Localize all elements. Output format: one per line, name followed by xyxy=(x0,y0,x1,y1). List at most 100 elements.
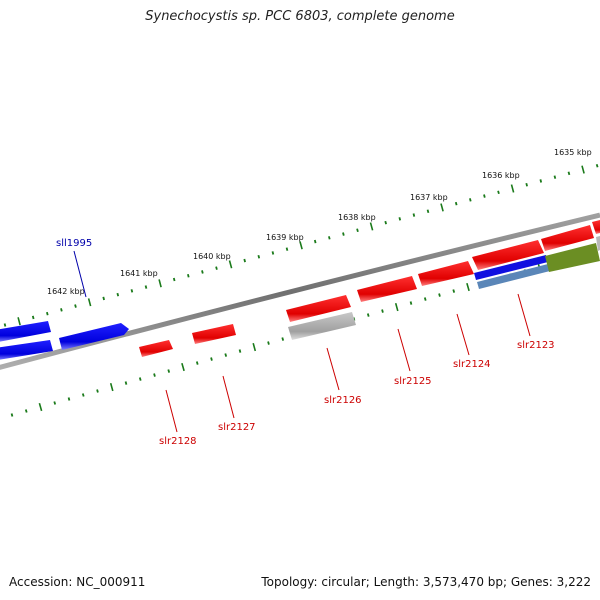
minor-tick xyxy=(210,357,213,361)
major-tick xyxy=(394,302,399,312)
sll1995-leader xyxy=(73,250,87,298)
minor-tick xyxy=(426,209,430,214)
reverse-genes xyxy=(0,321,129,360)
slr2123-steel-feature[interactable] xyxy=(477,264,550,289)
kbp-scale-label: 1639 kbp xyxy=(266,233,304,242)
slr2125-leader xyxy=(397,328,411,372)
gene-arrow-reverse[interactable] xyxy=(0,340,53,360)
major-tick xyxy=(181,362,185,372)
gene-label-slr2123[interactable]: slr2123 xyxy=(517,340,555,351)
minor-tick xyxy=(46,311,49,316)
minor-tick xyxy=(267,341,270,345)
minor-tick xyxy=(595,163,599,168)
green-feature[interactable] xyxy=(545,243,600,272)
minor-tick xyxy=(187,273,190,278)
genome-summary-text: Topology: circular; Length: 3,573,470 bp… xyxy=(261,575,591,589)
gene-arrow-forward[interactable] xyxy=(541,225,594,251)
minor-tick xyxy=(201,270,204,274)
major-tick xyxy=(299,241,303,250)
label-leaders xyxy=(73,250,531,433)
slr2123-leader xyxy=(517,293,531,337)
slr2126-gray-feature[interactable] xyxy=(288,312,356,340)
gene-arrow-reverse[interactable] xyxy=(0,321,51,342)
minor-tick xyxy=(10,413,14,417)
minor-tick xyxy=(412,213,416,217)
major-tick xyxy=(17,317,21,326)
kbp-scale-label: 1642 kbp xyxy=(47,287,85,296)
minor-tick xyxy=(328,236,331,240)
major-tick xyxy=(87,298,92,307)
kbp-scale-label: 1637 kbp xyxy=(410,193,448,202)
kbp-scale-label: 1641 kbp xyxy=(120,269,158,278)
gene-arrow-forward[interactable] xyxy=(592,220,600,234)
kbp-scale-label: 1638 kbp xyxy=(338,213,376,222)
major-tick xyxy=(38,402,43,412)
slr2124-gene[interactable] xyxy=(418,261,474,286)
minor-tick xyxy=(356,228,359,233)
slr2128-leader xyxy=(165,389,178,433)
minor-tick xyxy=(60,308,63,312)
minor-tick xyxy=(243,258,246,263)
scale-labels: 1635 kbp 1636 kbp 1637 kbp 1638 kbp 1639 kbp… xyxy=(47,148,592,296)
minor-tick xyxy=(342,232,345,236)
slr2123-gene[interactable] xyxy=(472,240,544,270)
gene-label-slr2125[interactable]: slr2125 xyxy=(394,376,432,387)
sll1995-gene[interactable] xyxy=(59,323,129,350)
major-tick xyxy=(158,279,162,288)
minor-tick xyxy=(81,393,85,397)
slr2127-gene[interactable] xyxy=(192,324,236,344)
minor-tick xyxy=(398,217,402,221)
minor-tick xyxy=(215,266,218,270)
minor-tick xyxy=(366,313,370,317)
minor-tick xyxy=(271,251,275,255)
gene-labels: sll1995 slr2123 slr2124 slr2125 slr2126 … xyxy=(56,238,555,447)
kbp-scale-label: 1635 kbp xyxy=(554,148,592,157)
minor-tick xyxy=(525,182,528,187)
minor-tick xyxy=(384,220,387,225)
slr2126-gene[interactable] xyxy=(286,295,351,322)
slr2124-leader xyxy=(456,313,470,356)
minor-tick xyxy=(130,289,134,293)
minor-tick xyxy=(195,361,199,365)
gene-label-slr2124[interactable]: slr2124 xyxy=(453,359,491,370)
gene-label-slr2127[interactable]: slr2127 xyxy=(218,422,256,433)
minor-tick xyxy=(124,381,128,385)
minor-tick xyxy=(67,397,71,401)
minor-tick xyxy=(423,297,427,301)
major-tick xyxy=(581,165,585,174)
minor-tick xyxy=(24,409,28,413)
minor-tick xyxy=(469,198,472,202)
minor-tick xyxy=(409,301,413,305)
minor-tick xyxy=(313,239,317,244)
minor-tick xyxy=(31,315,35,320)
minor-tick xyxy=(167,369,171,373)
gene-label-sll1995[interactable]: sll1995 xyxy=(56,238,92,249)
minor-tick xyxy=(172,277,176,282)
minor-tick xyxy=(497,190,500,195)
genome-backbone xyxy=(0,212,600,370)
slr2125-gene[interactable] xyxy=(357,276,417,302)
minor-tick xyxy=(454,201,458,206)
map-title: Synechocystis sp. PCC 6803, complete gen… xyxy=(145,9,455,24)
forward-genes xyxy=(139,220,600,357)
gene-label-slr2126[interactable]: slr2126 xyxy=(324,395,362,406)
major-tick xyxy=(252,342,257,352)
minor-tick xyxy=(452,289,456,293)
minor-tick xyxy=(381,309,384,313)
slr2123-blue-feature[interactable] xyxy=(474,255,548,280)
minor-tick xyxy=(483,194,486,198)
gray-feature-edge[interactable] xyxy=(596,236,600,251)
minor-tick xyxy=(138,377,142,381)
minor-tick xyxy=(553,175,557,179)
minor-tick xyxy=(567,171,571,176)
minor-tick xyxy=(53,401,57,405)
minor-tick xyxy=(116,292,120,297)
kbp-scale-label: 1636 kbp xyxy=(482,171,520,180)
gene-label-slr2128[interactable]: slr2128 xyxy=(159,436,197,447)
minor-tick xyxy=(153,373,156,377)
slr2128-gene[interactable] xyxy=(139,340,173,357)
slr2126-leader xyxy=(326,347,340,391)
minor-tick xyxy=(3,323,7,327)
major-tick xyxy=(369,222,374,231)
